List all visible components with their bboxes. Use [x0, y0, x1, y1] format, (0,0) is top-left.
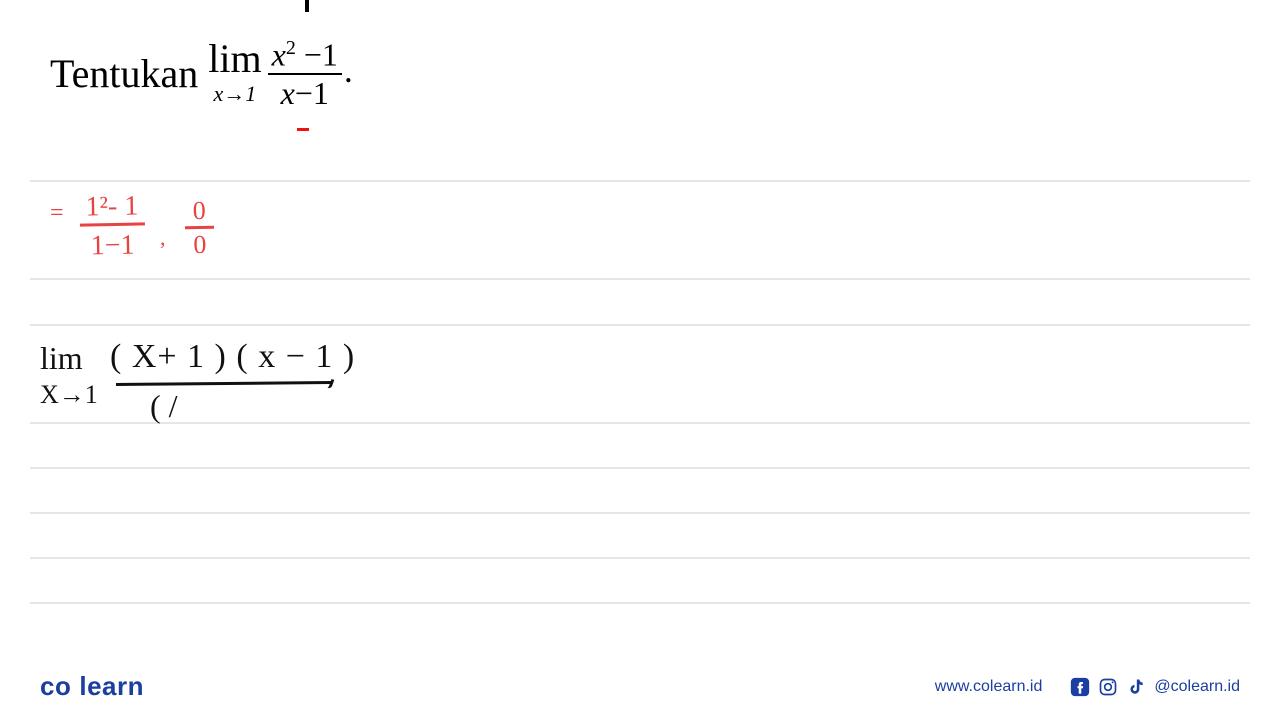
social-icons: @colearn.id — [1070, 677, 1240, 697]
problem-statement: Tentukan lim x→1 x2 −1 x−1 . — [50, 38, 353, 109]
hw-approach-x: X — [40, 380, 59, 409]
tiktok-icon[interactable] — [1126, 677, 1146, 697]
footer-handle[interactable]: @colearn.id — [1154, 678, 1240, 696]
logo-learn: learn — [79, 671, 144, 701]
arrow-icon: → — [59, 380, 85, 409]
handwriting-equals: = — [50, 200, 64, 227]
handwriting-factor-numerator: ( X+ 1 ) ( x − 1 ) — [110, 338, 355, 376]
rule-line — [30, 278, 1250, 280]
handwriting-lim: lim — [40, 342, 83, 374]
brand-logo: colearn — [40, 671, 144, 702]
problem-word: Tentukan — [50, 50, 198, 97]
lim-text: lim — [208, 39, 261, 79]
rule-line — [30, 422, 1250, 424]
fraction-numerator: x2 −1 — [268, 38, 342, 75]
rule-line — [30, 180, 1250, 182]
lim-approach: x→1 — [214, 81, 257, 107]
handwriting-substitution-fraction: 1²- 1 1−1 — [79, 191, 145, 265]
red-underline-mark — [297, 128, 309, 131]
hw-zero-denominator: 0 — [185, 229, 215, 261]
facebook-icon[interactable] — [1070, 677, 1090, 697]
fraction-denominator: x−1 — [277, 75, 333, 109]
instagram-icon[interactable] — [1098, 677, 1118, 697]
logo-co: co — [40, 671, 71, 701]
limit-operator: lim x→1 — [208, 39, 261, 107]
problem-fraction: x2 −1 x−1 — [268, 38, 342, 109]
period: . — [344, 49, 353, 91]
rule-line — [30, 324, 1250, 326]
rule-line — [30, 512, 1250, 514]
rule-line — [30, 467, 1250, 469]
hw-sub-denominator: 1−1 — [80, 225, 145, 265]
footer-url[interactable]: www.colearn.id — [935, 678, 1043, 696]
handwriting-lim-approach: X→1 — [40, 382, 98, 408]
handwriting-comma: , — [160, 225, 166, 251]
rule-line — [30, 557, 1250, 559]
handwriting-fraction-bar — [116, 381, 331, 386]
hw-zero-numerator: 0 — [184, 195, 214, 230]
handwriting-factor-denominator-partial: ( / — [150, 388, 178, 425]
hw-sub-numerator: 1²- 1 — [79, 191, 144, 226]
footer: colearn www.colearn.id @colearn.id — [0, 671, 1280, 702]
cursor-mark — [305, 0, 309, 12]
rule-line — [30, 602, 1250, 604]
footer-right: www.colearn.id @colearn.id — [935, 677, 1240, 697]
handwriting-zero-over-zero: 0 0 — [184, 195, 214, 261]
hw-approach-1: 1 — [85, 380, 98, 409]
